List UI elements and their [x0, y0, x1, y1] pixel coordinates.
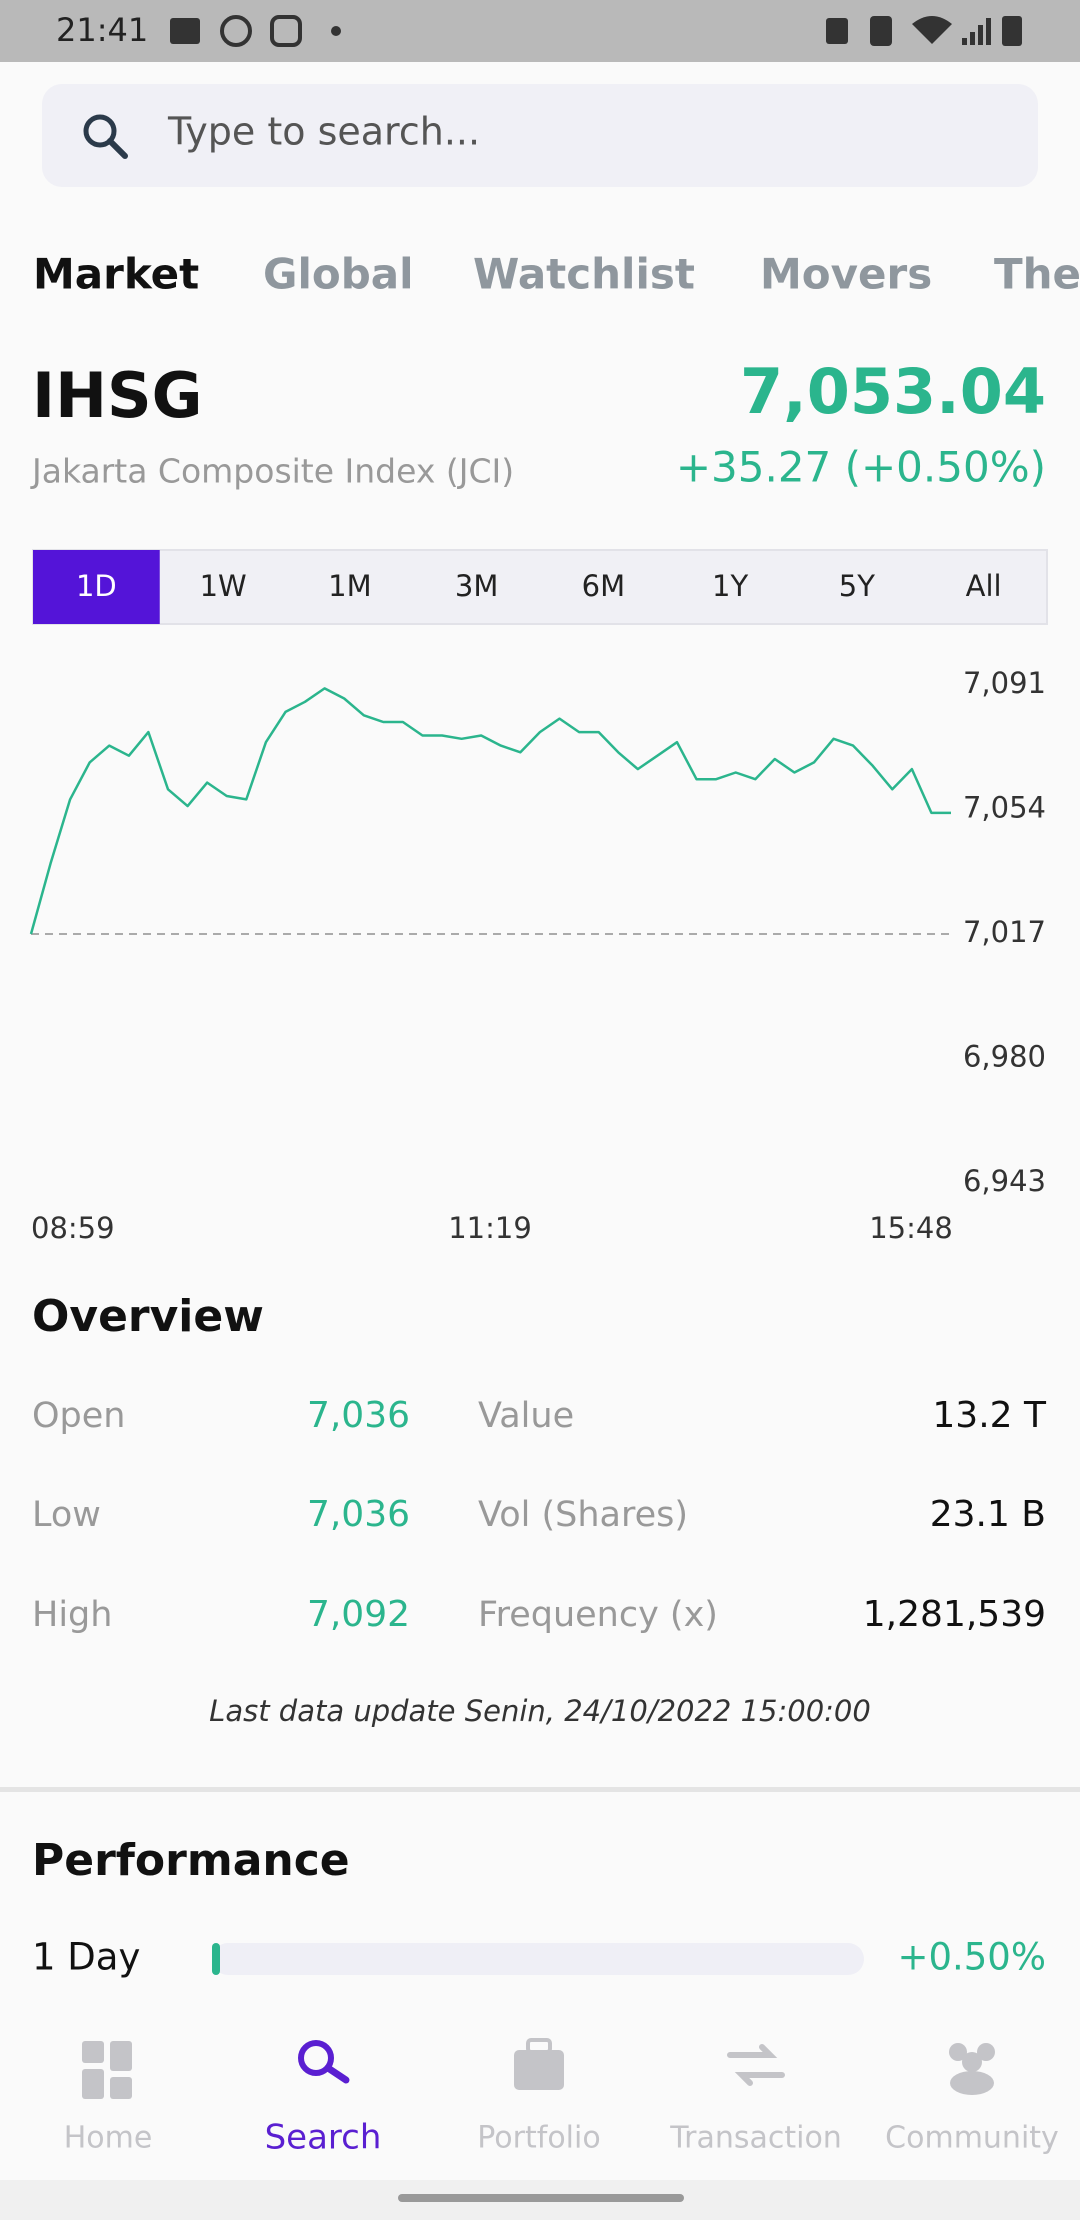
index-change: +35.27 (+0.50%) — [676, 443, 1046, 492]
tab[interactable]: The — [994, 250, 1080, 299]
performance-rows: 1 Day +0.50% — [32, 1936, 1046, 1979]
search-box[interactable] — [42, 84, 1038, 187]
range-button[interactable]: 1Y — [712, 569, 748, 603]
index-price: 7,053.04 — [740, 355, 1046, 428]
last-update: Last data update Senin, 24/10/2022 15:00… — [209, 1694, 871, 1728]
nav-label[interactable]: Community — [885, 2121, 1059, 2156]
bottom-nav — [0, 2017, 1080, 2180]
nav-labels: Home Search Portfolio Transaction Community — [64, 2118, 1059, 2158]
range-button[interactable]: All — [966, 569, 1002, 603]
overview-table: Open 7,036 Low 7,036 High 7,092 Value 13.2 T Vol… — [32, 1395, 1047, 1635]
range-button[interactable]: 3M — [455, 569, 498, 603]
search-placeholder[interactable]: Type to search... — [167, 110, 480, 154]
gesture-handle — [398, 2194, 684, 2202]
y-tick-label: 7,017 — [963, 915, 1046, 949]
status-icons — [170, 15, 1022, 47]
divider — [0, 1787, 1080, 1792]
overview-value: 23.1 B — [930, 1494, 1046, 1535]
overview-label: Low — [32, 1495, 101, 1535]
nav-label[interactable]: Search — [265, 2118, 382, 2158]
overview-title: Overview — [32, 1291, 264, 1342]
performance-label: 1 Day — [32, 1936, 140, 1979]
tab[interactable]: Global — [263, 250, 414, 299]
overview-value: 1,281,539 — [863, 1594, 1046, 1635]
overview-label: Value — [478, 1396, 574, 1436]
overview-label: High — [32, 1595, 112, 1635]
search-icon-handle — [107, 138, 128, 159]
chart: 7,091 7,054 7,017 6,980 6,943 08:59 11:19 15:48 — [29, 666, 1046, 1245]
x-tick-label: 11:19 — [448, 1211, 532, 1245]
overview-label: Vol (Shares) — [478, 1495, 688, 1535]
index-code: IHSG — [32, 359, 203, 432]
nav-icons — [82, 2038, 995, 2099]
y-tick-label: 6,980 — [963, 1040, 1046, 1074]
y-tick-label: 7,054 — [963, 791, 1046, 825]
overview-label: Open — [32, 1396, 125, 1436]
x-tick-label: 15:48 — [869, 1211, 953, 1245]
range-buttons: 1D 1W 1M 3M 6M 1Y 5Y All — [33, 550, 1002, 624]
performance-bar — [212, 1943, 220, 1975]
range-button[interactable]: 5Y — [839, 569, 875, 603]
range-button[interactable]: 6M — [582, 569, 625, 603]
overview-label: Frequency (x) — [478, 1595, 718, 1635]
range-button[interactable]: 1D — [76, 569, 117, 603]
range-selected — [33, 550, 160, 624]
status-bar — [0, 0, 1080, 62]
search-icon — [83, 114, 117, 148]
range-button[interactable]: 1M — [328, 569, 371, 603]
y-tick-label: 7,091 — [963, 666, 1046, 700]
performance-track — [212, 1943, 864, 1975]
tab-bar: Market Global Watchlist Movers The — [33, 250, 1080, 299]
status-time: 21:41 — [56, 11, 148, 49]
y-tick-label: 6,943 — [963, 1164, 1046, 1198]
overview-value: 7,036 — [307, 1395, 410, 1436]
performance-value: +0.50% — [897, 1936, 1046, 1979]
overview-value: 7,092 — [307, 1594, 410, 1635]
performance-title: Performance — [32, 1835, 350, 1886]
nav-label[interactable]: Home — [64, 2121, 153, 2156]
range-selector — [32, 549, 1048, 625]
range-button[interactable]: 1W — [200, 569, 247, 603]
overview-value: 7,036 — [307, 1494, 410, 1535]
x-tick-label: 08:59 — [31, 1211, 115, 1245]
price-line — [29, 687, 951, 935]
index-name: Jakarta Composite Index (JCI) — [30, 452, 514, 491]
tab[interactable]: Movers — [760, 250, 932, 299]
overview-value: 13.2 T — [932, 1395, 1047, 1436]
tab[interactable]: Market — [33, 250, 199, 299]
nav-label[interactable]: Transaction — [669, 2121, 842, 2156]
nav-label[interactable]: Portfolio — [477, 2121, 600, 2156]
tab[interactable]: Watchlist — [473, 250, 695, 299]
